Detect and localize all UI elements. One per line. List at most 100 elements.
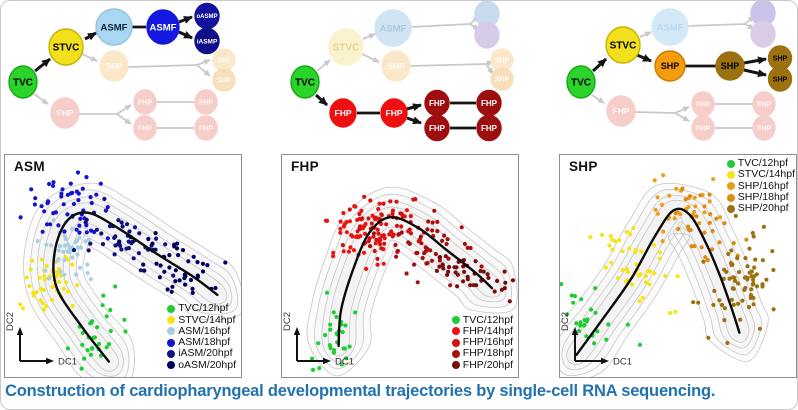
data-point: [608, 233, 613, 239]
data-point: [70, 190, 75, 195]
data-point: [359, 217, 364, 222]
trajectory-curve: [52, 211, 219, 363]
data-point: [582, 323, 587, 328]
data-point: [65, 212, 70, 217]
data-point: [35, 238, 40, 244]
data-point: [102, 196, 107, 201]
lineage-edge: [178, 15, 193, 24]
data-point: [453, 270, 458, 275]
data-point: [56, 223, 61, 228]
data-point: [74, 272, 79, 277]
data-point: [366, 216, 371, 221]
data-point: [404, 271, 409, 276]
data-point: [377, 201, 382, 206]
legend-label: FHP/14hpf: [462, 324, 513, 337]
lineage-node-fhp: FHP: [194, 89, 218, 115]
data-point: [692, 209, 697, 214]
series-tvc-12hpf: [560, 282, 642, 347]
data-point: [625, 322, 630, 327]
lineage-edge: [196, 59, 211, 66]
data-point: [694, 214, 699, 219]
data-point: [153, 231, 158, 236]
y-axis-arrowhead-icon: [571, 327, 579, 335]
data-point: [644, 280, 649, 285]
data-point: [440, 238, 445, 243]
data-point: [223, 260, 228, 265]
data-point: [175, 241, 180, 246]
data-point: [188, 277, 194, 283]
series-shp-18hpf: [673, 186, 749, 263]
data-point: [37, 275, 42, 280]
lineage-node-label: FHP: [335, 108, 352, 118]
data-point: [743, 256, 748, 261]
data-point: [659, 202, 665, 207]
axes: DC1 DC2: [560, 312, 632, 368]
data-point: [85, 348, 90, 353]
data-point: [428, 248, 433, 253]
data-point: [77, 235, 82, 240]
data-point: [351, 248, 357, 253]
data-point: [137, 231, 142, 236]
data-point: [430, 228, 435, 233]
lineage-node-label: STVC: [610, 41, 637, 52]
lineage-node-label: SHP: [721, 61, 740, 71]
data-point: [347, 344, 352, 349]
lineage-edge: [116, 104, 132, 115]
data-point: [620, 267, 625, 273]
legend-item: TVC/12hpf: [726, 157, 795, 169]
density-contour: [566, 199, 750, 366]
panel-title: FHP: [291, 159, 319, 174]
data-point: [341, 210, 346, 216]
data-point: [372, 248, 377, 254]
data-point: [722, 306, 727, 311]
data-point: [637, 299, 642, 304]
data-point: [440, 263, 445, 268]
lineage-node-fhp: FHP: [424, 114, 450, 142]
data-point: [331, 254, 336, 259]
data-point: [492, 289, 497, 294]
data-point: [569, 293, 574, 298]
data-point: [441, 266, 446, 271]
data-point: [764, 277, 769, 282]
lineage-node-label: FHP: [757, 102, 771, 109]
data-point: [485, 272, 490, 277]
data-point: [348, 245, 353, 250]
data-point: [564, 312, 569, 317]
data-point: [108, 328, 113, 334]
scatter-svg: DC1 DC2: [282, 186, 518, 377]
data-point: [731, 302, 736, 307]
data-point: [393, 242, 398, 247]
data-point: [643, 274, 648, 279]
data-point: [699, 245, 704, 250]
data-point: [719, 302, 725, 308]
data-point: [60, 187, 65, 192]
data-point: [71, 248, 77, 253]
legend-label: FHP/20hpf: [462, 358, 513, 371]
lineage-node-asmf: ASMF: [146, 9, 180, 45]
data-point: [27, 284, 32, 289]
data-point: [604, 337, 609, 342]
legend-item: iASM/20hpf: [167, 348, 236, 359]
data-point: [162, 269, 167, 274]
data-point: [112, 252, 117, 257]
data-point: [711, 302, 716, 308]
data-point: [425, 227, 430, 232]
data-point: [732, 275, 737, 280]
y-axis-label: DC2: [282, 312, 293, 331]
data-point: [375, 227, 380, 232]
data-point: [697, 221, 702, 226]
x-axis-label: DC1: [58, 357, 77, 368]
data-point: [65, 289, 71, 294]
lineage-node-iasmp: iASMP: [194, 27, 220, 55]
series-asm-18hpf: [18, 170, 110, 241]
lineage-edge: [81, 53, 98, 62]
data-point: [100, 242, 106, 247]
data-point: [328, 322, 333, 327]
lineage-node-fhp: FHP: [752, 115, 776, 141]
lineage-node-label: TVC: [571, 78, 591, 89]
lineage-node-fhp: FHP: [133, 89, 157, 115]
legend-swatch-icon: [451, 316, 460, 325]
data-point: [452, 265, 457, 270]
data-point: [384, 222, 389, 227]
data-point: [655, 195, 660, 200]
